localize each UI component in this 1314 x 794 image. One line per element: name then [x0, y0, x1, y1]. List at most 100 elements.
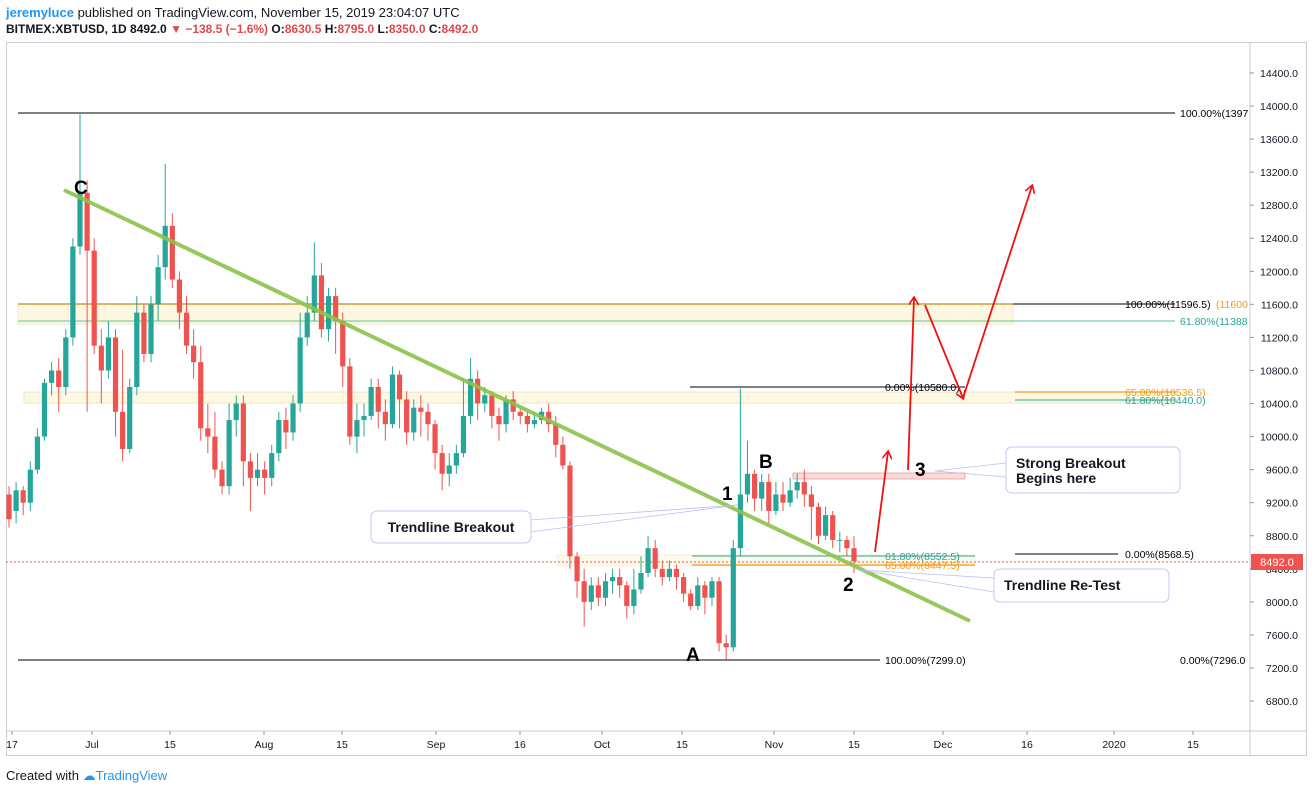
candle	[801, 469, 807, 507]
time-tick-label: 15	[848, 739, 860, 751]
price-tick-label: 10000.0	[1260, 432, 1298, 444]
candle	[773, 482, 779, 516]
open-label: O:	[271, 22, 285, 36]
low-label: L:	[377, 22, 389, 36]
candle	[737, 388, 743, 557]
price-tick-label: 14400.0	[1260, 68, 1298, 80]
fib-label: 65.00%(8447.5)	[885, 560, 960, 572]
candle	[751, 469, 758, 511]
candle	[127, 378, 133, 454]
symbol: BITMEX:XBTUSD, 1D	[6, 22, 127, 36]
price-tick-label: 6800.0	[1266, 696, 1298, 708]
candle	[432, 420, 438, 470]
price-tick-label: 12400.0	[1260, 233, 1298, 245]
candle	[425, 403, 431, 441]
wave-1-label: 1	[722, 484, 733, 505]
time-tick-label: 15	[1187, 739, 1199, 751]
candle	[822, 506, 829, 540]
candle	[20, 486, 26, 516]
candle	[467, 358, 474, 425]
candle	[730, 539, 736, 652]
last-price-tag-text: 8492.0	[1260, 557, 1294, 569]
callout-strong-breakout-line1: Strong Breakout	[1016, 455, 1126, 471]
candle	[198, 345, 204, 441]
candle	[716, 577, 722, 652]
time-tick-label: 15	[676, 739, 688, 751]
candle	[794, 473, 800, 499]
candle	[602, 572, 609, 607]
candle	[588, 577, 594, 611]
price-tick-label: 13200.0	[1260, 167, 1298, 179]
time-tick-label: 15	[336, 739, 348, 751]
callout-trendline-retest: Trendline Re-Test	[1004, 577, 1121, 593]
candle	[496, 407, 502, 441]
candle	[191, 329, 197, 379]
candle	[744, 440, 751, 503]
candle	[176, 271, 183, 330]
candle	[837, 531, 843, 553]
candle	[361, 403, 367, 437]
candle	[205, 403, 211, 454]
candle	[759, 473, 765, 511]
candle	[574, 552, 580, 598]
price-axis: 14400.0 14000.0 13600.0 13200.0 12800.0 12400…	[1250, 68, 1298, 708]
candle	[340, 312, 346, 387]
last-price: 8492.0	[130, 22, 167, 36]
fib-label: 100.00%(7299.0)	[885, 655, 966, 667]
candle	[638, 556, 644, 594]
candle	[112, 329, 119, 437]
candle	[375, 378, 381, 429]
candle	[489, 391, 495, 429]
candle	[815, 502, 822, 545]
candle	[226, 403, 232, 495]
candle	[766, 473, 772, 524]
fib-label: 0.00%(7296.0	[1180, 655, 1246, 667]
candle	[702, 581, 708, 615]
tradingview-brand[interactable]: TradingView	[95, 768, 168, 783]
author-link[interactable]: jeremyluce	[6, 5, 74, 20]
price-change: −138.5 (−1.6%)	[185, 22, 269, 36]
candle	[680, 572, 687, 602]
footer: Created with ☁TradingView	[6, 768, 167, 784]
candle	[808, 486, 814, 540]
publish-info: jeremyluce published on TradingView.com,…	[6, 5, 460, 20]
candle	[624, 581, 630, 619]
callout-connectors	[529, 462, 1007, 593]
callout-strong-breakout-line2: Begins here	[1016, 470, 1096, 486]
price-tick-label: 10800.0	[1260, 365, 1298, 377]
candle	[77, 114, 83, 255]
price-tick-label: 13600.0	[1260, 134, 1298, 146]
price-tick-label: 8000.0	[1266, 597, 1298, 609]
candle	[269, 444, 275, 487]
time-tick-label: 17	[6, 739, 18, 751]
high-value: 8795.0	[337, 22, 375, 36]
price-tick-label: 11600.0	[1261, 299, 1298, 311]
time-tick-label: Aug	[255, 739, 274, 751]
symbol-line: BITMEX:XBTUSD, 1D 8492.0 ▼ −138.5 (−1.6%…	[6, 22, 478, 36]
candle	[723, 634, 729, 660]
candle	[354, 403, 360, 454]
time-tick-label: Dec	[934, 739, 953, 751]
price-tick-label: 8800.0	[1266, 531, 1298, 543]
candle	[169, 213, 175, 288]
candle	[233, 395, 239, 437]
candle	[446, 453, 452, 487]
candle	[70, 238, 76, 346]
candle	[318, 263, 325, 338]
fib-label: 0.00%(10580.0)	[885, 382, 960, 394]
candle	[695, 577, 701, 611]
candle	[27, 461, 33, 511]
candle	[347, 358, 353, 445]
fib-label: 61.80%(8552.5)	[885, 551, 960, 563]
created-with-text: Created with	[6, 768, 79, 783]
wave-3-label: 3	[915, 460, 926, 481]
fib-label: 100.00%(1397	[1180, 108, 1248, 120]
close-value: 8492.0	[441, 22, 479, 36]
candle	[396, 370, 403, 429]
price-tick-label: 12800.0	[1260, 200, 1298, 212]
candle	[787, 477, 793, 507]
candle	[567, 461, 573, 569]
candle	[709, 577, 715, 607]
wave-b-label: B	[759, 452, 773, 473]
